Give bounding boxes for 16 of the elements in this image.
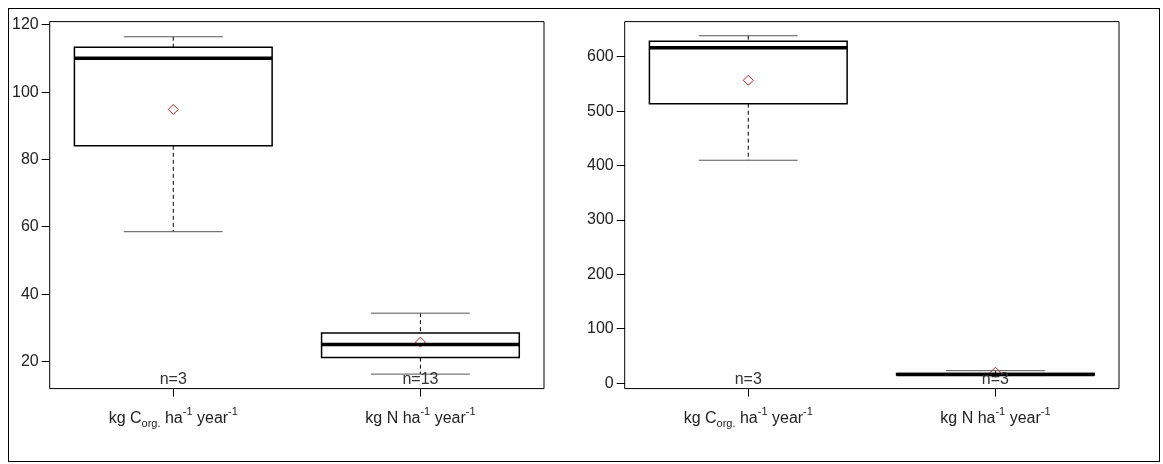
y-tick-label: 400: [586, 156, 614, 174]
y-tick-label: 120: [11, 15, 39, 33]
y-tick-label: 80: [20, 150, 39, 168]
y-tick-label: 20: [20, 352, 39, 370]
y-tick-label: 500: [586, 101, 614, 119]
y-tick-label: 0: [604, 373, 614, 391]
y-tick-label: 600: [586, 47, 614, 65]
y-tick-label: 60: [20, 217, 39, 235]
y-tick-label: 200: [586, 264, 614, 282]
annotation: n=3: [734, 370, 762, 388]
y-tick-label: 300: [586, 210, 614, 228]
y-tick-label: 100: [586, 319, 614, 337]
y-tick-label: 40: [20, 284, 39, 302]
annotation: n=3: [159, 370, 187, 388]
y-tick-label: 100: [11, 82, 39, 100]
annotation: n=13: [402, 370, 439, 388]
